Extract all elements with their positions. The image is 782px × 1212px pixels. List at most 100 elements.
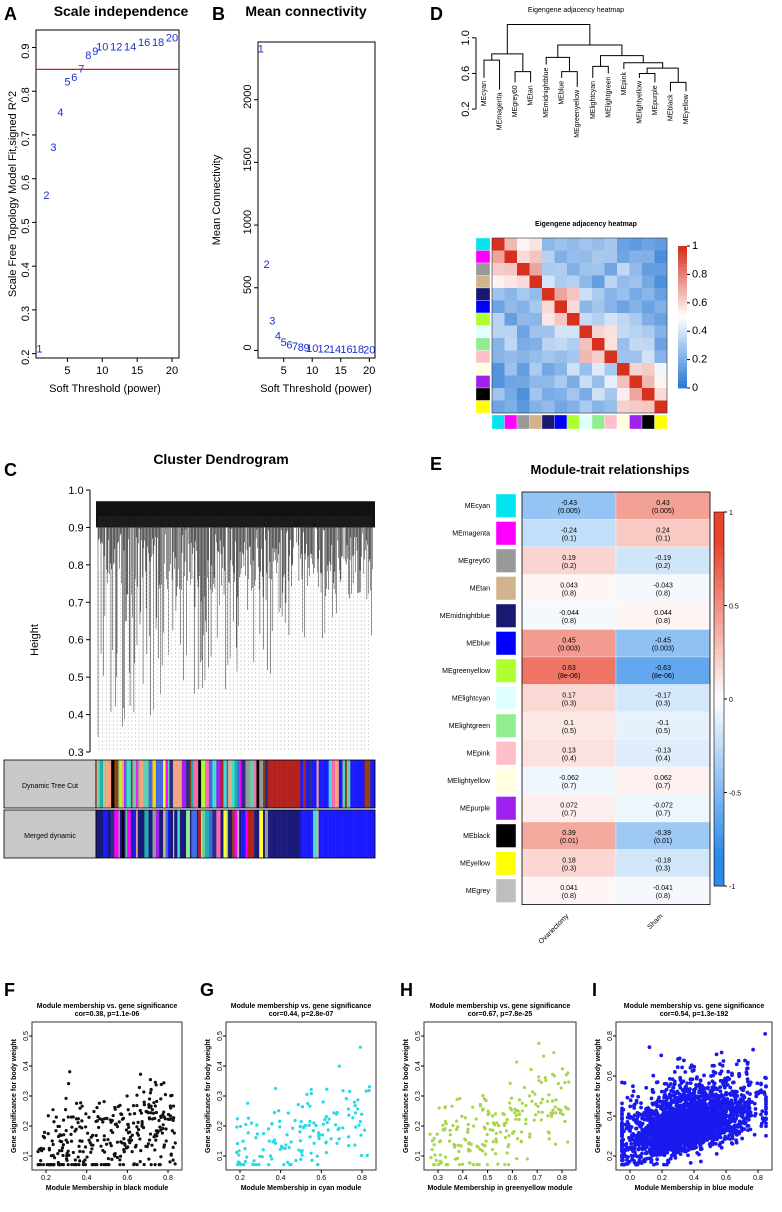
panel-d-heatmap-cell — [592, 363, 605, 376]
scatter-point — [759, 1081, 763, 1086]
scatter-point — [718, 1089, 723, 1094]
panel-letter-d: D — [430, 4, 443, 24]
scatter-subtitle: cor=0.44, p=2.8e-07 — [269, 1011, 334, 1018]
scatter-point — [651, 1073, 656, 1078]
panel-e-legend-step — [714, 767, 724, 775]
panel-a-y-tick-label: 0.4 — [20, 262, 32, 277]
scatter-point — [644, 1134, 649, 1139]
scatter-point — [685, 1081, 690, 1086]
panel-c-y-tick-label: 0.9 — [68, 522, 83, 534]
scatter-y-label: Gene significance for body weight — [205, 1038, 212, 1153]
panel-e-legend-step — [714, 555, 724, 563]
scatter-point — [520, 1109, 524, 1113]
panel-c-dynamic-tree-cut-segment — [132, 760, 137, 808]
scatter-point — [300, 1105, 305, 1109]
scatter-point — [123, 1143, 127, 1147]
scatter-points — [36, 1070, 177, 1167]
scatter-point — [742, 1085, 747, 1090]
scatter-x-tick-label: 0.4 — [276, 1175, 286, 1182]
panel-d-heatmap-cell — [592, 238, 605, 251]
scatter-point — [544, 1078, 548, 1082]
panel-d-heatmap-cell — [654, 375, 668, 389]
scatter-point — [122, 1150, 126, 1154]
scatter-point — [674, 1124, 678, 1128]
panel-d-heatmap-cell — [542, 375, 555, 389]
panel-d-row-color-swatch — [475, 300, 491, 314]
scatter-point — [163, 1093, 168, 1097]
scatter-point — [627, 1135, 631, 1140]
panel-c-dynamic-tree-cut-segment — [344, 760, 348, 808]
scatter-point — [441, 1123, 445, 1127]
scatter-point — [443, 1155, 448, 1159]
scatter-point — [746, 1128, 750, 1132]
scatter-point — [357, 1123, 361, 1127]
scatter-point — [135, 1163, 139, 1167]
scatter-y-tick-label: 0.2 — [217, 1121, 224, 1131]
scatter-point — [634, 1136, 639, 1141]
scatter-point — [546, 1130, 551, 1134]
scatter-point — [159, 1097, 163, 1101]
panel-c-dynamic-tree-cut-segment — [346, 760, 351, 808]
panel-d-dendrogram-link — [491, 53, 524, 72]
scatter-point — [149, 1163, 153, 1167]
panel-d-heatmap-cell — [567, 313, 580, 326]
panel-c-merged-dynamic-segment — [274, 810, 278, 858]
scatter-point — [272, 1111, 277, 1115]
panel-d-row-color-swatch — [475, 325, 491, 339]
panel-d-heatmap-cell — [504, 325, 518, 339]
panel-c-merged-dynamic-segment — [325, 810, 329, 858]
scatter-point — [316, 1163, 320, 1167]
scatter-point — [171, 1118, 175, 1123]
scatter-point — [713, 1071, 718, 1075]
scatter-point — [241, 1139, 245, 1143]
scatter-point — [307, 1123, 311, 1128]
scatter-point — [679, 1081, 684, 1085]
scatter-point — [128, 1130, 132, 1134]
panel-d-heatmap-cell — [492, 375, 505, 389]
scatter-point — [693, 1104, 698, 1109]
panel-c-merged-dynamic-segment — [280, 810, 283, 858]
panel-d-heatmap-cell — [567, 300, 580, 314]
scatter-point — [480, 1108, 485, 1112]
scatter-point — [752, 1101, 757, 1106]
scatter-point — [726, 1069, 731, 1074]
panel-c-merged-dynamic-segment — [346, 810, 351, 858]
panel-e-legend-step — [714, 736, 724, 744]
scatter-point — [637, 1158, 642, 1163]
panel-d-heatmap-cell — [629, 363, 643, 376]
panel-e-heatmap-cell — [521, 574, 617, 603]
panel-c-merged-dynamic-segment — [263, 810, 266, 858]
panel-c-merged-dynamic-segment — [286, 810, 288, 858]
panel-c-dynamic-tree-cut-segment — [245, 760, 248, 808]
scatter-point — [432, 1143, 436, 1147]
panel-d-heatmap-cell — [642, 338, 655, 351]
scatter-point — [142, 1103, 146, 1107]
panel-a-point-label: 1 — [36, 343, 42, 355]
panel-d-heatmap-cell — [604, 325, 618, 339]
scatter-point — [684, 1136, 689, 1140]
scatter-point — [321, 1100, 325, 1104]
scatter-point — [74, 1101, 79, 1106]
scatter-point — [447, 1139, 452, 1143]
panel-d-legend-step — [678, 373, 687, 378]
scatter-point — [56, 1161, 60, 1165]
panel-e-heatmap-frame — [521, 491, 711, 905]
panel-e-legend-step — [714, 780, 724, 787]
scatter-point — [672, 1079, 677, 1084]
panel-d-heatmap-cell — [492, 288, 505, 301]
scatter-point — [128, 1141, 132, 1145]
panel-d-heatmap-cell — [492, 338, 505, 351]
panel-d-heatmap-title: Eigengene adjacency heatmap — [535, 221, 637, 228]
scatter-point — [130, 1150, 134, 1154]
scatter-point — [517, 1117, 521, 1122]
scatter-point — [639, 1131, 644, 1136]
panel-d-dendrogram-y-tick-label: 0.6 — [460, 66, 472, 81]
scatter-point — [713, 1141, 718, 1146]
panel-a-point-label: 6 — [71, 72, 77, 84]
panel-c-merged-dynamic-segment — [137, 810, 140, 858]
scatter-point — [720, 1109, 725, 1114]
scatter-point — [672, 1127, 677, 1132]
scatter-point — [321, 1133, 325, 1137]
scatter-point — [481, 1149, 485, 1153]
scatter-point — [334, 1123, 338, 1127]
